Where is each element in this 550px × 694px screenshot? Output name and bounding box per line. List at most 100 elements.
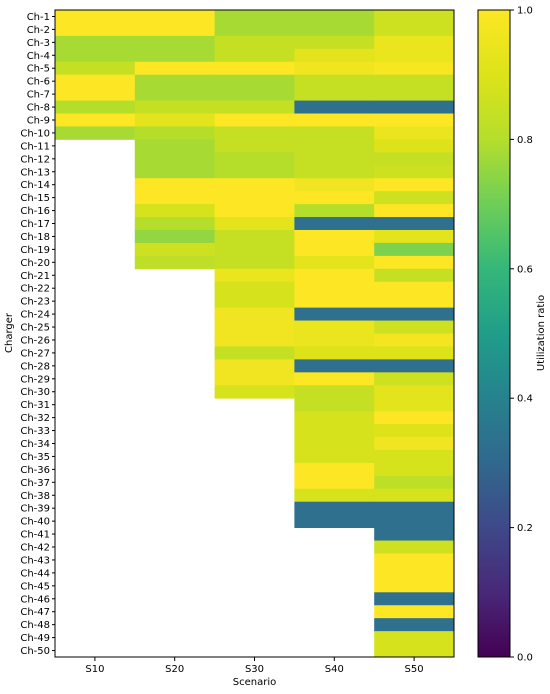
y-tick-label: Ch-2	[27, 25, 50, 36]
heatmap-cell	[214, 294, 295, 309]
colorbar-tick-label: 0.6	[517, 264, 533, 275]
y-tick-label: Ch-4	[27, 51, 50, 62]
heatmap-cell	[374, 113, 455, 127]
y-tick-label: Ch-42	[20, 543, 50, 554]
heatmap-cell	[214, 359, 295, 373]
heatmap-cell	[374, 320, 455, 334]
heatmap-cell	[294, 191, 375, 205]
heatmap-cell	[294, 398, 375, 412]
heatmap-cell	[374, 61, 455, 76]
heatmap-cell	[294, 10, 375, 24]
heatmap-cell	[374, 618, 455, 632]
heatmap-cell	[134, 10, 215, 24]
heatmap-cell	[294, 346, 375, 360]
heatmap-cell	[134, 139, 215, 153]
heatmap-cell	[214, 372, 295, 386]
heatmap-cell	[214, 217, 295, 231]
heatmap-cell	[374, 204, 455, 218]
heatmap-cell	[374, 385, 455, 399]
heatmap-cell	[134, 22, 215, 37]
heatmap-cell	[374, 501, 455, 516]
heatmap-cell	[214, 268, 295, 283]
heatmap-cell	[374, 359, 455, 373]
y-tick-label: Ch-9	[27, 115, 50, 126]
heatmap-cell	[294, 74, 375, 89]
y-tick-label: Ch-3	[27, 38, 50, 49]
y-tick-label: Ch-6	[27, 77, 50, 88]
heatmap-cell	[55, 22, 136, 37]
heatmap-cell	[134, 35, 215, 50]
heatmap-cell	[374, 178, 455, 192]
colorbar-tick-label: 0.4	[517, 394, 533, 405]
heatmap-cell	[374, 10, 455, 24]
colorbar	[477, 9, 511, 658]
heatmap-cell	[294, 359, 375, 373]
heatmap-cell	[134, 61, 215, 76]
heatmap-cell	[214, 74, 295, 89]
heatmap-cell	[374, 294, 455, 309]
heatmap-cell	[214, 126, 295, 140]
y-tick-label: Ch-33	[20, 426, 50, 437]
heatmap-cell	[214, 255, 295, 270]
y-tick-label: Ch-18	[20, 232, 50, 243]
heatmap-cell	[294, 126, 375, 140]
y-tick-label: Ch-25	[20, 323, 50, 334]
heatmap-cell	[214, 35, 295, 50]
heatmap-cell	[214, 87, 295, 101]
colorbar-tick-label: 1.0	[517, 6, 533, 17]
heatmap-cell	[374, 553, 455, 567]
heatmap-cell	[294, 462, 375, 477]
heatmap-cell	[134, 152, 215, 166]
heatmap-cell	[294, 61, 375, 76]
heatmap-cell	[294, 48, 375, 63]
heatmap-cell	[214, 333, 295, 347]
heatmap-cell	[294, 437, 375, 451]
heatmap-cell	[294, 488, 375, 503]
heatmap-cell	[294, 514, 375, 528]
heatmap-cell	[294, 165, 375, 179]
heatmap-cell	[374, 333, 455, 347]
heatmap-cell	[294, 178, 375, 192]
heatmap-cell	[294, 281, 375, 296]
heatmap-cell	[374, 48, 455, 63]
y-tick-label: Ch-28	[20, 361, 50, 372]
y-tick-label: Ch-45	[20, 581, 50, 592]
y-tick-label: Ch-19	[20, 245, 50, 256]
heatmap-cell	[214, 385, 295, 399]
heatmap-cell	[294, 22, 375, 37]
heatmap-cell	[214, 307, 295, 321]
y-tick-label: Ch-23	[20, 297, 50, 308]
heatmap-cell	[374, 424, 455, 438]
x-axis-label: Scenario	[233, 677, 276, 688]
heatmap-cell	[374, 475, 455, 490]
y-tick-label: Ch-35	[20, 452, 50, 463]
heatmap-cell	[294, 411, 375, 425]
y-tick-label: Ch-27	[20, 348, 50, 359]
heatmap-cells	[55, 10, 455, 658]
y-tick-label: Ch-36	[20, 465, 50, 476]
heatmap-cell	[374, 462, 455, 477]
x-tick-label: S40	[325, 664, 344, 675]
heatmap-cell	[134, 204, 215, 218]
heatmap-cell	[294, 113, 375, 127]
y-tick-label: Ch-46	[20, 594, 50, 605]
y-tick-label: Ch-12	[20, 154, 50, 165]
y-tick-label: Ch-11	[20, 141, 50, 152]
heatmap-cell	[134, 100, 215, 114]
heatmap-cell	[134, 74, 215, 89]
heatmap-cell	[374, 22, 455, 37]
heatmap-cell	[134, 113, 215, 127]
x-tick-label: S10	[85, 664, 104, 675]
heatmap-cell	[55, 61, 136, 76]
heatmap-cell	[55, 113, 136, 127]
heatmap-cell	[294, 35, 375, 50]
y-tick-label: Ch-49	[20, 633, 50, 644]
heatmap-cell	[55, 10, 136, 24]
heatmap-cell	[55, 87, 136, 101]
heatmap-cell	[374, 605, 455, 619]
heatmap-cell	[214, 152, 295, 166]
heatmap-cell	[374, 372, 455, 386]
colorbar-tick-label: 0.2	[517, 523, 533, 534]
heatmap-cell	[374, 229, 455, 244]
colorbar-ticks: 0.0 0.2 0.4 0.6 0.8 1.0	[510, 6, 533, 664]
